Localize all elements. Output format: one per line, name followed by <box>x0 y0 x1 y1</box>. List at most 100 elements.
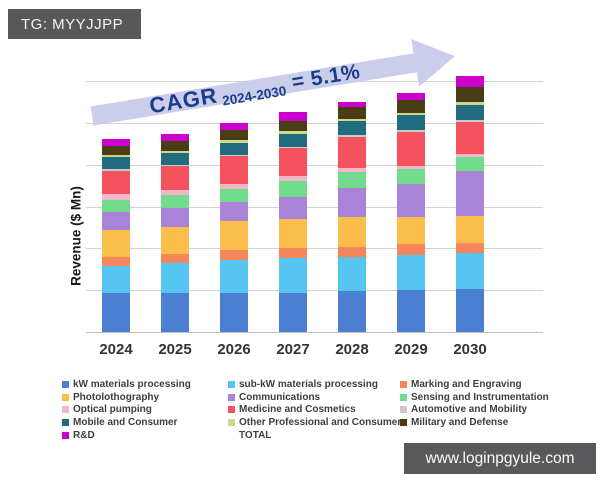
bar-segment <box>220 260 248 294</box>
gridline <box>86 290 543 292</box>
legend-item: sub-kW materials processing <box>228 378 400 391</box>
legend-item: Mobile and Consumer <box>62 416 228 429</box>
bar-segment <box>279 176 307 181</box>
bar-segment <box>161 166 189 190</box>
bar-segment <box>456 157 484 172</box>
bar-segment <box>102 256 130 266</box>
legend-swatch <box>400 380 407 388</box>
legend-label: Automotive and Mobility <box>411 404 528 416</box>
bar-segment <box>456 76 484 87</box>
bar-segment <box>397 254 425 290</box>
bar-segment <box>279 219 307 248</box>
bar-segment <box>279 121 307 132</box>
x-tick-label: 2026 <box>217 341 251 358</box>
bar-segment <box>161 208 189 228</box>
bar-segment <box>397 166 425 169</box>
legend-item: Optical pumping <box>62 404 228 417</box>
y-axis-title: Revenue ($ Mn) <box>68 186 84 286</box>
bar-segment <box>397 92 425 100</box>
watermark: www.loginpgyule.com <box>404 443 596 474</box>
legend-swatch <box>400 393 407 401</box>
legend-item: TOTAL <box>228 429 400 442</box>
bar-segment <box>161 263 189 293</box>
bar-segment <box>338 217 366 247</box>
bar-segment <box>161 194 189 209</box>
bar-segment <box>220 189 248 202</box>
bar-segment <box>397 244 425 255</box>
gridline <box>86 206 543 208</box>
bar-segment <box>220 221 248 250</box>
bar-segment <box>102 138 130 146</box>
legend-item: Other Professional and Consumer <box>228 416 402 429</box>
legend-swatch <box>62 419 69 427</box>
tag-label: TG: MYYJJPP <box>21 15 124 33</box>
x-tick-label: 2030 <box>453 341 487 358</box>
legend-label: Other Professional and Consumer <box>239 417 402 429</box>
bar-segment <box>161 292 189 332</box>
bar-segment <box>102 265 130 293</box>
bar-segment <box>102 154 130 158</box>
legend-label: Sensing and Instrumentation <box>411 391 549 403</box>
legend-swatch <box>400 419 407 427</box>
bar-segment <box>220 249 248 261</box>
bar-segment <box>279 148 307 177</box>
bar-segment <box>279 258 307 293</box>
bar-segment <box>220 154 248 157</box>
stacked-bar-2028 <box>338 102 366 332</box>
bar-segment <box>397 183 425 218</box>
bar-segment <box>397 115 425 130</box>
bar-segment <box>102 229 130 257</box>
bar-segment <box>456 153 484 158</box>
bar-segment <box>220 293 248 332</box>
bar-segment <box>220 183 248 190</box>
bar-segment <box>102 292 130 332</box>
bar-segment <box>338 188 366 218</box>
legend-swatch <box>228 406 235 414</box>
bar-segment <box>338 102 366 107</box>
bar-segment <box>279 131 307 135</box>
watermark-label: www.loginpgyule.com <box>425 449 575 467</box>
stacked-bar-2029 <box>397 92 425 332</box>
legend-label: Photolothography <box>73 391 160 403</box>
legend-label: Marking and Engraving <box>411 378 522 390</box>
legend-swatch <box>228 393 235 401</box>
bar-segment <box>161 140 189 151</box>
bar-segment <box>456 120 484 123</box>
x-axis-line <box>86 332 543 333</box>
bar-segment <box>397 112 425 116</box>
x-tick-label: 2025 <box>158 341 192 358</box>
bar-segment <box>338 135 366 138</box>
x-axis-labels: 2024 2025 2026 2027 2028 2029 2030 <box>0 341 600 363</box>
bar-segment <box>279 146 307 149</box>
bar-segment <box>102 194 130 200</box>
legend-label: TOTAL <box>239 430 272 442</box>
bar-segment <box>161 189 189 195</box>
legend-item: Sensing and Instrumentation <box>400 391 582 404</box>
bar-segment <box>161 253 189 264</box>
legend-item: Communications <box>228 391 400 404</box>
legend-label: Mobile and Consumer <box>73 417 178 429</box>
bar-segment <box>456 171 484 216</box>
x-tick-label: 2028 <box>335 341 369 358</box>
stacked-bar-2030 <box>456 76 484 332</box>
x-tick-label: 2024 <box>99 341 133 358</box>
bar-segment <box>397 131 425 167</box>
bar-segment <box>456 289 484 332</box>
legend-label: Military and Defense <box>411 417 509 429</box>
legend-label: kW materials processing <box>73 378 191 390</box>
bar-segment <box>456 86 484 102</box>
bar-segment <box>220 140 248 143</box>
plot-area <box>86 76 543 333</box>
bar-segment <box>102 157 130 170</box>
bar-segment <box>456 215 484 243</box>
bar-segment <box>279 180 307 198</box>
bar-segment <box>102 199 130 212</box>
stacked-bar-2027 <box>279 112 307 332</box>
legend-swatch <box>62 380 69 388</box>
legend-swatch <box>400 406 407 414</box>
bar-segment <box>338 291 366 332</box>
legend-swatch <box>62 393 69 401</box>
bar-segment <box>338 246 366 257</box>
gridline <box>86 164 543 166</box>
